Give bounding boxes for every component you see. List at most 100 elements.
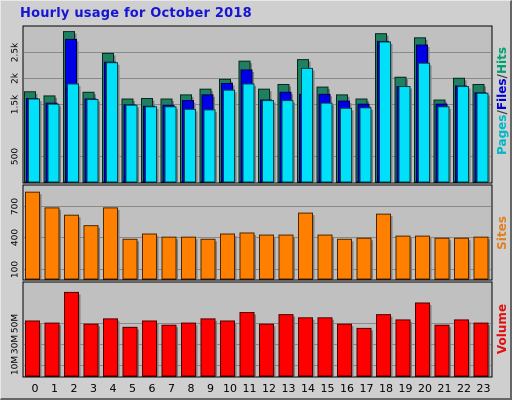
y-tick-label-volume: 10M (11, 356, 21, 375)
bar-sites-17 (356, 237, 373, 280)
series-label-part-usage-4: Hits (495, 47, 509, 74)
y-tick-label-usage: 500 (11, 148, 21, 165)
x-tick-label: 5 (129, 382, 136, 395)
x-tick-label: 15 (321, 382, 335, 395)
bar-pages-17 (359, 107, 373, 183)
bar-sites-6 (142, 233, 159, 280)
series-label-part-usage-2: Files (495, 78, 509, 110)
bar-sites-5 (122, 238, 139, 280)
bar-sites-2 (64, 214, 81, 280)
series-label-part-volume-0: Volume (495, 304, 509, 354)
series-label-sites: Sites (495, 216, 509, 250)
chart-title: Hourly usage for October 2018 (20, 6, 252, 21)
bar-sites-7 (161, 236, 178, 280)
bar-sites-1 (44, 207, 61, 280)
bar-sites-11 (239, 232, 256, 280)
x-tick-label: 4 (110, 382, 117, 395)
bar-pages-7 (164, 106, 178, 183)
x-tick-label: 16 (340, 382, 354, 395)
bar-sites-8 (181, 236, 198, 280)
bar-volume-1 (44, 322, 61, 377)
bar-pages-5 (125, 104, 139, 183)
bar-sites-18 (376, 213, 393, 280)
x-tick-label: 3 (90, 382, 97, 395)
x-tick-label: 13 (282, 382, 296, 395)
x-tick-label: 7 (168, 382, 175, 395)
series-label-part-usage-3: / (495, 73, 509, 78)
bar-pages-10 (223, 89, 237, 183)
bar-volume-15 (317, 317, 334, 377)
bar-sites-0 (25, 191, 42, 280)
bar-volume-23 (473, 322, 490, 377)
bar-pages-15 (320, 102, 334, 183)
bar-sites-3 (83, 225, 100, 280)
y-tick-label-sites: 700 (11, 198, 21, 215)
bar-pages-8 (184, 108, 198, 183)
bar-pages-18 (379, 41, 393, 183)
bar-volume-4 (103, 318, 120, 377)
series-label-volume: Volume (495, 304, 509, 354)
y-tick-label-usage: 1.5k (11, 94, 21, 114)
bar-volume-20 (415, 302, 432, 377)
series-label-part-usage-1: / (495, 110, 509, 115)
bar-sites-13 (278, 234, 295, 280)
bar-volume-10 (220, 320, 237, 377)
bar-volume-11 (239, 312, 256, 377)
bar-sites-21 (434, 237, 451, 280)
bar-sites-19 (395, 235, 412, 280)
x-tick-label: 6 (149, 382, 156, 395)
bar-volume-22 (454, 319, 471, 377)
bar-volume-16 (337, 323, 354, 377)
bar-pages-6 (145, 106, 159, 183)
bar-pages-12 (262, 100, 276, 183)
bar-sites-23 (473, 236, 490, 280)
series-label-part-usage-0: Pages (495, 115, 509, 155)
x-tick-label: 1 (51, 382, 58, 395)
bar-sites-14 (298, 212, 315, 280)
bar-volume-7 (161, 324, 178, 377)
bar-sites-10 (220, 233, 237, 280)
y-tick-label-sites: 100 (11, 261, 21, 278)
y-tick-label-sites: 400 (11, 229, 21, 246)
bar-pages-0 (28, 98, 42, 183)
x-tick-label: 10 (223, 382, 237, 395)
bar-sites-20 (415, 235, 432, 280)
bar-volume-12 (259, 323, 276, 377)
bar-sites-22 (454, 237, 471, 280)
bar-pages-3 (86, 99, 100, 183)
x-tick-label: 8 (188, 382, 195, 395)
bar-pages-19 (398, 86, 412, 183)
bar-volume-5 (122, 326, 139, 377)
y-tick-label-volume: 50M (11, 314, 21, 333)
bar-pages-16 (340, 107, 354, 183)
series-label-part-sites-0: Sites (495, 216, 509, 250)
bar-pages-20 (418, 62, 432, 183)
series-label-usage: Pages/Files/Hits (495, 47, 509, 155)
bar-pages-21 (437, 106, 451, 183)
bar-sites-12 (259, 234, 276, 280)
bar-sites-15 (317, 234, 334, 280)
x-tick-label: 17 (360, 382, 374, 395)
bar-volume-8 (181, 322, 198, 377)
bar-pages-2 (67, 83, 81, 183)
bar-volume-3 (83, 323, 100, 377)
bar-volume-0 (25, 320, 42, 377)
bar-volume-13 (278, 314, 295, 377)
bar-volume-14 (298, 317, 315, 377)
bar-volume-2 (64, 291, 81, 377)
x-tick-label: 20 (418, 382, 432, 395)
x-tick-label: 0 (32, 382, 39, 395)
bar-pages-9 (203, 109, 217, 183)
bar-pages-23 (476, 92, 490, 183)
bar-pages-4 (106, 62, 120, 183)
x-tick-label: 11 (243, 382, 257, 395)
x-tick-label: 22 (457, 382, 471, 395)
y-tick-label-volume: 30M (11, 335, 21, 354)
bar-sites-16 (337, 238, 354, 280)
y-tick-label-usage: 2k (11, 72, 21, 84)
x-tick-label: 19 (399, 382, 413, 395)
bar-pages-1 (47, 103, 61, 183)
bar-pages-14 (301, 67, 315, 183)
